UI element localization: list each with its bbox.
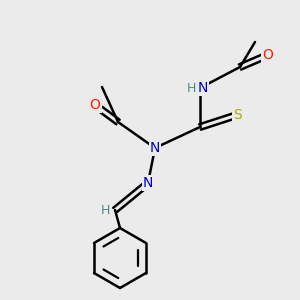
Text: N: N (198, 81, 208, 95)
Text: N: N (143, 176, 153, 190)
Text: O: O (90, 98, 101, 112)
Text: S: S (232, 108, 242, 122)
Text: O: O (262, 48, 273, 62)
Text: H: H (186, 82, 196, 94)
Text: N: N (150, 141, 160, 155)
Text: H: H (100, 203, 110, 217)
